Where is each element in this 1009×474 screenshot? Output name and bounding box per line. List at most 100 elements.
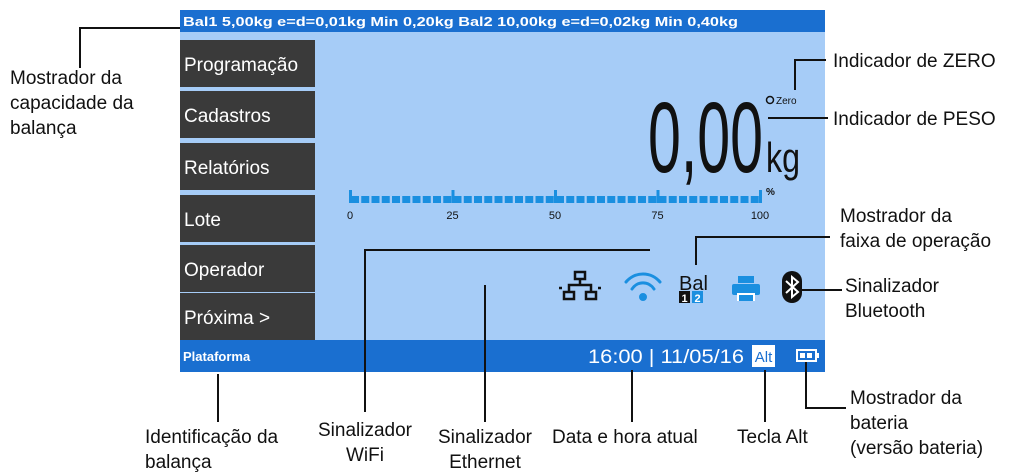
weight-unit: kg xyxy=(766,134,800,181)
bar-segment xyxy=(668,196,677,203)
bar-segment xyxy=(648,196,657,203)
bar-segment xyxy=(453,196,462,203)
weight: 0,00 xyxy=(648,82,763,194)
bar-segment xyxy=(402,196,411,203)
bar-segment xyxy=(484,196,493,203)
bar-segment xyxy=(515,196,523,203)
menu-item[interactable]: Lote xyxy=(180,195,315,242)
alt-key[interactable] xyxy=(752,345,775,367)
bar-segment xyxy=(371,196,380,203)
annotation-text: WiFi xyxy=(346,445,384,466)
bar-segment xyxy=(627,196,636,203)
bar-segment xyxy=(750,196,759,203)
bar-segment xyxy=(556,196,564,203)
bar-segment xyxy=(474,196,482,203)
bar-segment xyxy=(586,196,595,203)
bar-segment xyxy=(412,196,421,203)
menu: Programação Cadastros Relatórios Lote Operad… xyxy=(180,40,315,340)
menu-item[interactable]: Relatórios xyxy=(180,143,315,190)
alt-key-label: Alt xyxy=(755,349,773,366)
annotation-text: Sinalizador xyxy=(438,427,533,448)
annotation-text: (versão bateria) xyxy=(850,438,983,459)
menu-item-label: Próxima > xyxy=(184,308,270,329)
annotations: Mostrador da capacidade da balança Indicado… xyxy=(10,51,996,473)
bargraph-tick: 100 xyxy=(751,210,769,222)
datetime: 16:00 | 11/05/16 xyxy=(588,347,744,368)
menu-item-label: Operador xyxy=(184,260,265,281)
footer-bar xyxy=(180,340,825,372)
annotation-text: Mostrador da xyxy=(10,68,122,89)
menu-item-bg xyxy=(180,91,315,138)
menu-item[interactable]: Cadastros xyxy=(180,91,315,138)
menu-item-label: Cadastros xyxy=(184,106,271,127)
annotation-text: faixa de operação xyxy=(840,231,991,252)
bar-major xyxy=(451,190,455,203)
bar-segment xyxy=(689,196,698,203)
annotation-text: Mostrador da xyxy=(850,388,962,409)
bar-segment xyxy=(463,196,472,203)
bar-segment xyxy=(494,196,503,203)
battery-icon xyxy=(796,349,819,362)
printer-icon xyxy=(732,276,760,301)
bargraph: 0 25 50 75 100 xyxy=(347,190,769,222)
bar-segment xyxy=(720,196,728,203)
bar-segment xyxy=(422,196,431,203)
bar-segment xyxy=(351,196,359,203)
bar-segment xyxy=(679,196,687,203)
annotation-text: Indicador de PESO xyxy=(833,109,996,130)
bargraph-tick: 75 xyxy=(651,210,663,222)
bargraph-unit: % xyxy=(766,187,775,198)
bar-segment xyxy=(545,196,554,203)
bar-segment xyxy=(709,196,718,203)
bar-segment xyxy=(392,196,400,203)
annotation-text: Identificação da xyxy=(145,427,279,448)
bar-segment xyxy=(658,196,667,203)
menu-item-bg xyxy=(180,245,315,292)
annotation-text: balança xyxy=(10,118,77,139)
bar-segment xyxy=(576,196,585,203)
menu-item-label: Lote xyxy=(184,210,221,231)
bar-segment xyxy=(566,196,575,203)
bar-segment xyxy=(740,196,749,203)
annotation-text: Indicador de ZERO xyxy=(833,51,996,72)
bar-segment xyxy=(433,196,441,203)
bluetooth-icon xyxy=(782,271,802,303)
bar-segment xyxy=(699,196,708,203)
annotation-text: bateria xyxy=(850,413,909,434)
wifi-icon xyxy=(624,272,662,301)
menu-item[interactable]: Operador xyxy=(180,245,315,292)
menu-item-bg xyxy=(180,40,315,87)
zero-label: Zero xyxy=(776,96,797,107)
bar-segment xyxy=(617,196,626,203)
bar-segment xyxy=(525,196,534,203)
bargraph-tick: 0 xyxy=(347,210,353,222)
bar-segment xyxy=(361,196,370,203)
bar-segment xyxy=(730,196,739,203)
menu-item-bg xyxy=(180,143,315,190)
range-2 xyxy=(692,291,703,303)
annotation-text: Sinalizador xyxy=(845,276,940,297)
bar-segment xyxy=(381,196,390,203)
menu-item-label: Programação xyxy=(184,55,298,76)
bargraph-tick: 50 xyxy=(549,210,561,222)
menu-item-label: Relatórios xyxy=(184,158,270,179)
bar-major xyxy=(554,190,557,203)
bar-segment xyxy=(607,196,616,203)
range-2-label: 2 xyxy=(694,293,700,305)
zero-indicator xyxy=(765,95,775,105)
range-icon-label: Bal xyxy=(679,273,708,295)
bar-major xyxy=(656,190,660,203)
bar-segment xyxy=(443,196,452,203)
bargraph-tick: 25 xyxy=(446,210,458,222)
header-bar xyxy=(180,10,825,32)
menu-item-bg xyxy=(180,195,315,242)
bar-major xyxy=(349,190,352,203)
menu-item[interactable]: Próxima > xyxy=(180,293,315,340)
capacity-text: Bal1 5,00kg e=d=0,01kg Min 0,20kg Bal2 1… xyxy=(183,15,738,29)
annotation-text: Sinalizador xyxy=(318,420,413,441)
annotation-text: Ethernet xyxy=(449,452,522,473)
menu-item[interactable]: Programação xyxy=(180,40,315,87)
annotation-text: capacidade da xyxy=(10,93,134,114)
bar-major xyxy=(759,190,762,203)
